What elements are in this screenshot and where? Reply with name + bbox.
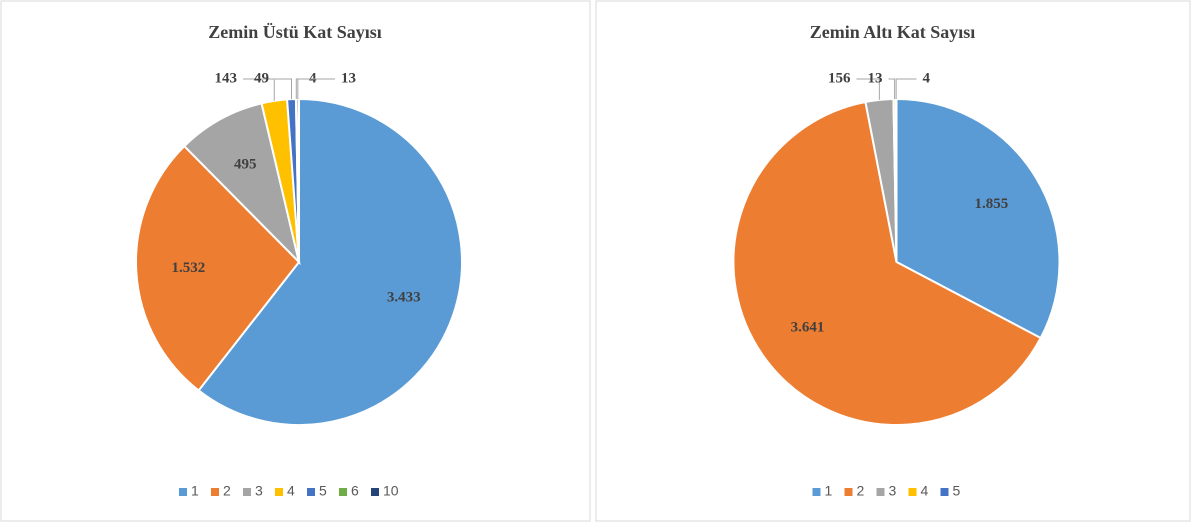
legend-swatch <box>179 488 187 496</box>
legend-swatch <box>339 488 347 496</box>
data-label: 3.433 <box>387 290 421 306</box>
leader-line <box>243 78 275 101</box>
legend-swatch <box>908 488 917 496</box>
leader-line <box>895 78 917 100</box>
pie-slice <box>197 97 463 426</box>
leader-line <box>297 78 335 100</box>
pie-slice <box>732 100 1043 426</box>
data-label: 1.532 <box>171 260 205 276</box>
data-label: 13 <box>868 70 883 86</box>
legend-swatch <box>371 488 379 496</box>
legend-label: 5 <box>319 483 327 499</box>
data-label: 4 <box>923 70 931 86</box>
legend-label: 2 <box>857 483 865 499</box>
pie-slice <box>135 144 301 392</box>
legend-swatch <box>876 488 885 496</box>
data-label: 1.855 <box>975 196 1009 212</box>
legend-label: 3 <box>889 483 897 499</box>
legend-swatch <box>243 488 251 496</box>
chart-title: Zemin Altı Kat Sayısı <box>810 22 976 42</box>
legend-swatch <box>940 488 949 496</box>
legend-label: 6 <box>351 483 359 499</box>
data-label: 4 <box>309 70 317 86</box>
data-label: 3.641 <box>791 320 825 336</box>
leader-line <box>275 78 293 100</box>
legend-swatch <box>211 488 219 496</box>
legend-label: 1 <box>191 483 199 499</box>
leader-line <box>856 78 880 100</box>
data-label: 49 <box>254 70 269 86</box>
data-label: 143 <box>215 70 238 86</box>
leader-line <box>888 78 896 100</box>
legend-label: 4 <box>287 483 295 499</box>
legend-swatch <box>307 488 315 496</box>
legend-label: 2 <box>223 483 231 499</box>
legend-swatch <box>275 488 283 496</box>
legend-label: 3 <box>255 483 263 499</box>
pie-slice <box>895 97 1061 340</box>
legend-label: 1 <box>825 483 833 499</box>
pie-slice <box>894 97 898 263</box>
legend-label: 4 <box>921 483 929 499</box>
data-label: 156 <box>828 70 851 86</box>
data-label: 495 <box>234 156 257 172</box>
legend-swatch <box>812 488 821 496</box>
chart-title: Zemin Üstü Kat Sayısı <box>208 22 382 42</box>
data-label: 13 <box>341 70 356 86</box>
legend-swatch <box>844 488 853 496</box>
legend-label: 5 <box>953 483 961 499</box>
legend-label: 10 <box>383 483 399 499</box>
